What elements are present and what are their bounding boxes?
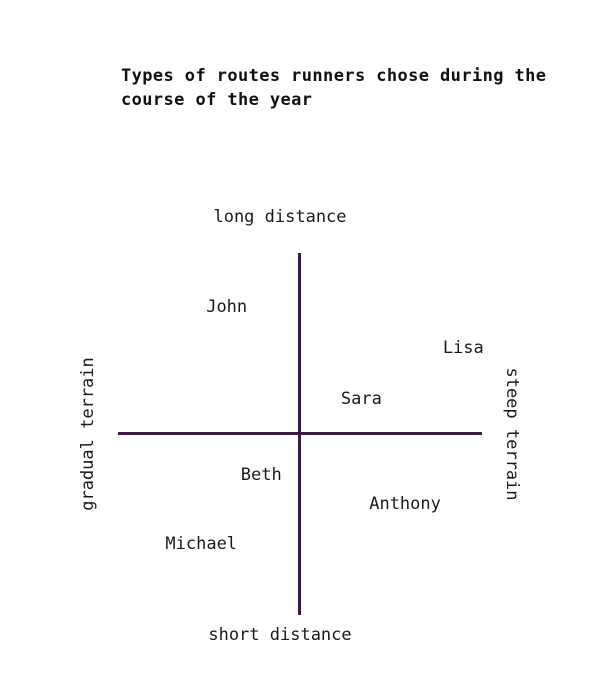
point-label-sara: Sara	[340, 389, 382, 410]
axis-label-top: long distance	[213, 207, 347, 227]
point-label-lisa: Lisa	[442, 338, 484, 359]
point-label-michael: Michael	[165, 533, 238, 554]
axis-label-right: steep terrain	[502, 367, 522, 501]
point-label-john: John	[206, 296, 248, 317]
axis-label-bottom: short distance	[208, 625, 352, 645]
point-label-beth: Beth	[240, 465, 282, 486]
axis-label-left: gradual terrain	[78, 357, 98, 511]
point-label-anthony: Anthony	[369, 494, 441, 515]
horizontal-axis-line	[118, 432, 482, 435]
chart-title: Types of routes runners chose during the…	[121, 66, 547, 110]
